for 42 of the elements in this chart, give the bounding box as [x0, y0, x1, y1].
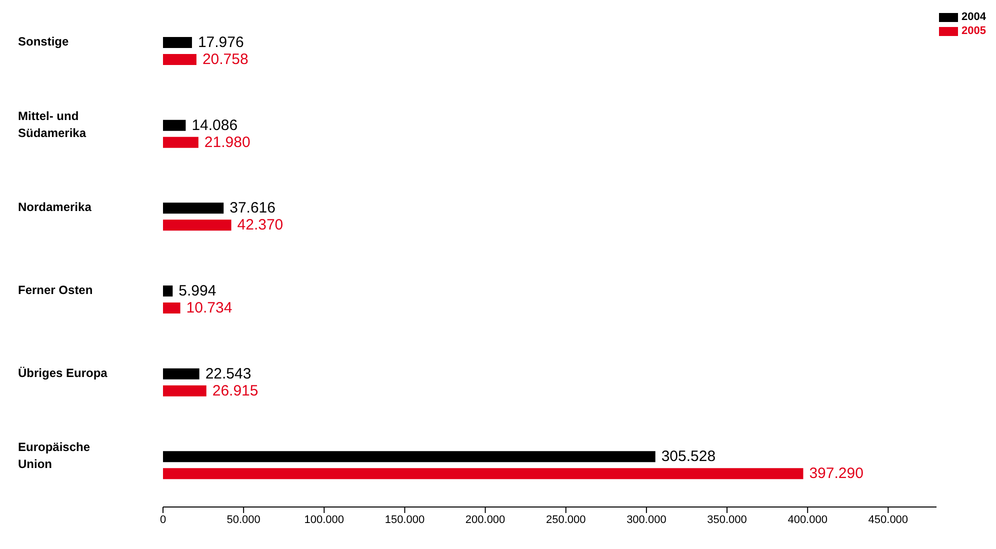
data-label: 42.370: [237, 216, 284, 234]
y-tick-label: Sonstige: [18, 34, 69, 48]
bar: [163, 220, 232, 231]
bar: [163, 202, 224, 214]
legend-label: 2004: [962, 10, 986, 24]
y-tick-label: Nordamerika: [18, 200, 92, 214]
data-label: 5.994: [178, 282, 216, 300]
data-label: 17.976: [198, 34, 244, 51]
bar: [163, 286, 173, 296]
bar: [163, 37, 192, 48]
x-tick-label: 150.000: [384, 514, 425, 526]
bar: [163, 368, 200, 380]
data-label: 22.543: [205, 365, 252, 382]
data-label: 10.734: [186, 300, 232, 316]
bar: [163, 302, 180, 314]
x-tick-label: 0: [160, 514, 166, 526]
bar: [163, 451, 656, 462]
x-tick-label: 450.000: [868, 514, 908, 526]
x-tick-label: 350.000: [707, 514, 747, 526]
x-tick-label: 400.000: [788, 514, 828, 526]
data-label: 305.528: [661, 448, 716, 466]
bar: [163, 54, 196, 65]
bar: [163, 468, 804, 480]
data-label: 20.758: [202, 51, 248, 68]
data-label: 26.915: [212, 382, 258, 400]
x-tick-label: 200.000: [465, 514, 506, 526]
bar: [163, 120, 186, 131]
x-tick-label: 300.000: [626, 514, 666, 526]
bar: [163, 136, 198, 148]
y-tick-label: Ferner Osten: [18, 282, 93, 297]
data-label: 14.086: [192, 116, 238, 134]
y-tick-label: Übriges Europa: [18, 366, 108, 380]
legend-label: 2005: [962, 24, 986, 38]
bar: [163, 385, 206, 396]
x-tick-label: 100.000: [304, 514, 344, 526]
y-tick-label: Europäische Union: [18, 440, 90, 472]
y-tick-label: Mittel- und Südamerika: [18, 108, 86, 140]
data-label: 21.980: [204, 134, 250, 151]
data-label: 397.290: [809, 465, 864, 482]
x-tick-label: 250.000: [546, 514, 586, 526]
data-label: 37.616: [230, 200, 276, 217]
x-tick-label: 50.000: [226, 514, 260, 526]
